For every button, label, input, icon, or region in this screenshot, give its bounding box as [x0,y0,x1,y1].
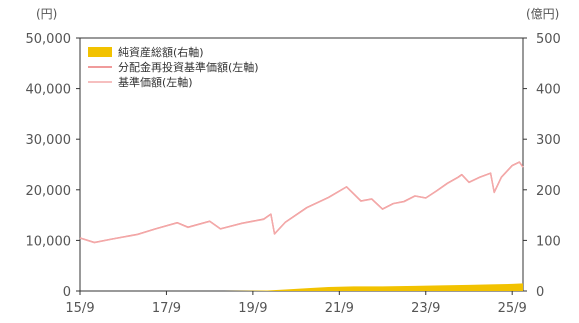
left-y-axis: 0 10,000 20,000 30,000 40,000 50,000 [26,32,80,300]
legend-label: 基準価額(左軸) [118,75,193,89]
left-y-tick-label: 30,000 [26,133,72,148]
right-y-tick-label: 200 [536,184,561,199]
left-y-tick-label: 0 [63,285,71,300]
left-axis-unit: (円) [36,7,57,21]
legend: 純資産総額(右軸)分配金再投資基準価額(左軸)基準価額(左軸) [88,45,259,89]
legend-swatch-area [88,47,112,57]
series-line-nav [79,161,524,244]
series-area-net-assets [80,283,523,291]
x-axis: 15/9 17/9 19/9 21/9 23/9 25/9 [65,291,527,316]
right-y-tick-label: 0 [536,285,544,300]
x-tick-label: 19/9 [238,301,267,316]
right-axis-unit: (億円) [526,7,559,21]
right-y-tick-label: 100 [536,234,561,249]
left-y-tick-label: 10,000 [26,234,72,249]
left-y-tick-label: 40,000 [26,83,72,98]
legend-label: 分配金再投資基準価額(左軸) [118,60,259,74]
x-tick-label: 25/9 [498,301,527,316]
series-line-reinvested-nav [79,161,524,244]
right-y-tick-label: 300 [536,133,561,148]
left-y-tick-label: 20,000 [26,184,72,199]
series-layer [79,161,524,291]
x-tick-label: 17/9 [152,301,181,316]
right-y-tick-label: 500 [536,32,561,47]
x-tick-label: 21/9 [325,301,354,316]
legend-label: 純資産総額(右軸) [118,45,204,59]
right-y-axis: 0 100 200 300 400 500 [523,32,561,300]
right-y-tick-label: 400 [536,83,561,98]
x-tick-label: 15/9 [65,301,94,316]
left-y-tick-label: 50,000 [26,32,72,47]
x-tick-label: 23/9 [411,301,440,316]
